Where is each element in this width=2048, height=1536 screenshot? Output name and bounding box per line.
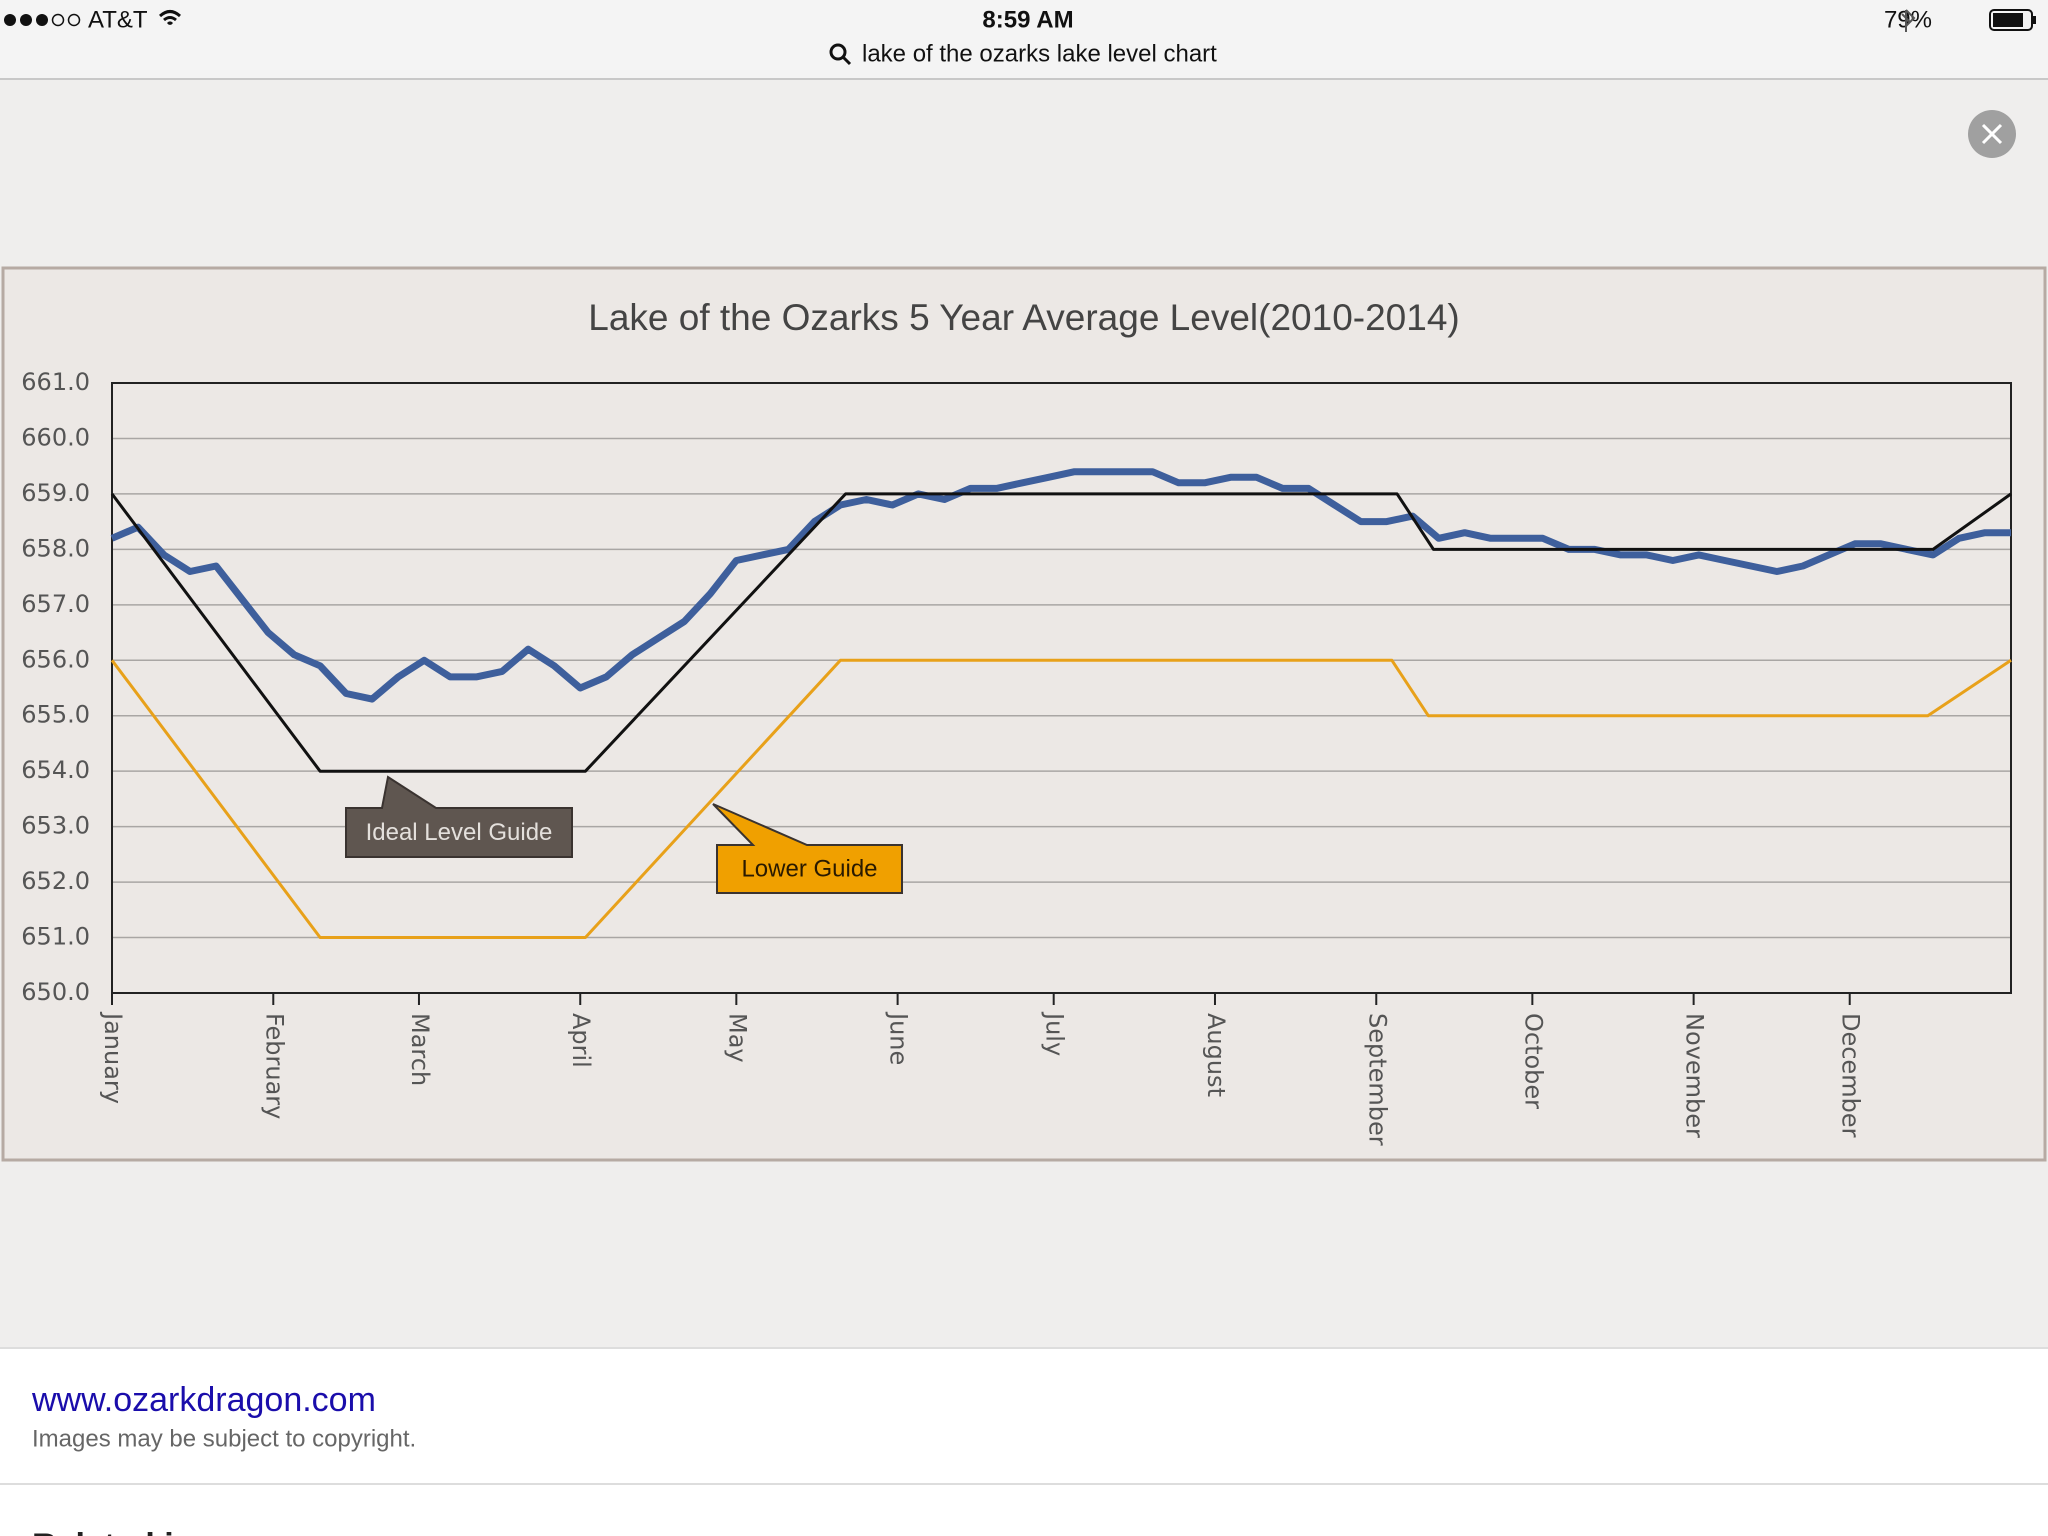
- section-heading: Related images: [32, 1527, 281, 1536]
- bluetooth-icon: [1901, 9, 1916, 32]
- x-tick-label: April: [567, 1013, 595, 1068]
- callout-label: Ideal Level Guide: [366, 819, 553, 846]
- y-tick-label: 650.0: [21, 978, 90, 1006]
- x-tick-label: July: [1041, 1011, 1069, 1056]
- y-tick-label: 661.0: [21, 368, 90, 396]
- chart-frame: [1, 266, 2047, 1162]
- source-link[interactable]: www.ozarkdragon.com: [31, 1381, 376, 1419]
- callout-box: [345, 775, 573, 858]
- search-icon: [841, 55, 852, 66]
- x-tick-label: February: [260, 1013, 288, 1119]
- result-panel: [0, 1348, 2048, 1536]
- series-line: [110, 658, 2012, 939]
- y-tick-label: 658.0: [21, 534, 90, 562]
- clock: 8:59 AM: [982, 6, 1073, 33]
- y-tick-label: 651.0: [21, 923, 90, 951]
- callout-box: [712, 803, 903, 894]
- x-tick-label: January: [99, 1011, 127, 1104]
- signal: [4, 13, 81, 27]
- battery-icon: [1989, 9, 2036, 31]
- x-tick-label: March: [406, 1013, 434, 1086]
- copyright-note: Images may be subject to copyright.: [32, 1425, 416, 1452]
- y-tick-label: 657.0: [21, 590, 90, 618]
- search-icon: [829, 43, 847, 61]
- y-tick-label: 652.0: [21, 867, 90, 895]
- y-tick-label: 653.0: [21, 812, 90, 840]
- chart-title: Lake of the Ozarks 5 Year Average Level(…: [588, 297, 1459, 338]
- wifi-icon: [158, 10, 182, 26]
- y-tick-label: 655.0: [21, 701, 90, 729]
- y-tick-label: 659.0: [21, 479, 90, 507]
- x-tick-label: June: [885, 1011, 913, 1065]
- series-line: [110, 492, 2012, 773]
- callout-label: Lower Guide: [741, 855, 877, 882]
- y-tick-label: 656.0: [21, 645, 90, 673]
- x-tick-label: October: [1519, 1013, 1547, 1109]
- x-tick-label: November: [1681, 1013, 1709, 1138]
- x-tick-label: August: [1202, 1013, 1230, 1097]
- search-query[interactable]: lake of the ozarks lake level chart: [862, 40, 1217, 67]
- y-tick-label: 660.0: [21, 423, 90, 451]
- x-tick-label: September: [1363, 1013, 1391, 1146]
- y-tick-label: 654.0: [21, 756, 90, 784]
- plot-border: [111, 382, 2012, 994]
- close-icon: [1981, 123, 2003, 145]
- x-tick-label: May: [723, 1013, 751, 1063]
- carrier: AT&T: [88, 6, 148, 33]
- status-bar: [0, 0, 2048, 78]
- series-line: [110, 468, 2011, 703]
- x-tick-label: December: [1837, 1013, 1865, 1138]
